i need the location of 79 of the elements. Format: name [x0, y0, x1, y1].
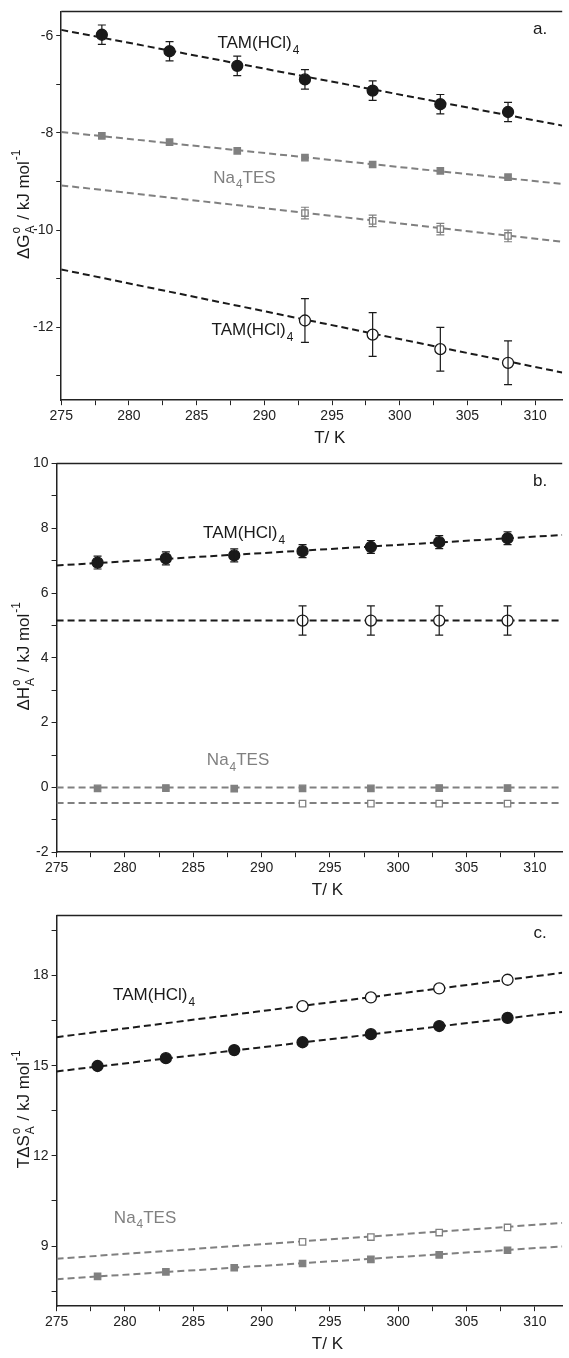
point	[162, 1268, 170, 1276]
point	[435, 1228, 444, 1237]
y-tick-label: -10	[33, 220, 54, 237]
point	[159, 1052, 173, 1065]
y-tick-label: 10	[32, 454, 49, 471]
point	[231, 59, 244, 72]
y-tick-label: 6	[40, 583, 49, 600]
point	[436, 166, 445, 175]
x-tick-label: 300	[388, 407, 412, 424]
text: a.	[533, 19, 548, 39]
point	[162, 784, 170, 792]
point	[501, 1011, 514, 1025]
y-tick-label: 8	[40, 519, 49, 536]
y-tick-label: -2	[36, 843, 49, 860]
x-tick-label: 295	[320, 407, 344, 424]
point	[503, 1246, 512, 1255]
y-tick-label: 18	[32, 966, 49, 983]
y-tick-label: 9	[40, 1236, 49, 1253]
y-tick-label: 2	[40, 713, 49, 730]
x-tick-label: 285	[181, 859, 206, 876]
x-tick-label: 275	[49, 407, 74, 424]
x-tick-label: 305	[454, 859, 479, 876]
point	[364, 1027, 378, 1041]
x-tick-label: 295	[318, 859, 342, 876]
x-tick-label: 275	[44, 859, 69, 876]
x-tick-label: 310	[523, 1313, 547, 1330]
y-axis-title: ΔHoA / kJ mol-1	[9, 601, 38, 711]
x-tick-label: 310	[523, 859, 547, 876]
x-tick-label: 305	[454, 1313, 479, 1330]
point	[433, 1019, 446, 1033]
point	[296, 1000, 309, 1013]
point	[233, 147, 242, 155]
y-tick-label: -8	[40, 123, 54, 140]
x-tick-label: 290	[252, 407, 277, 424]
y-tick-label: 15	[32, 1056, 49, 1073]
point	[435, 799, 444, 808]
x-tick-label: 285	[184, 407, 209, 424]
point	[228, 1043, 241, 1057]
y-tick-label: -12	[33, 318, 54, 335]
point	[504, 173, 512, 181]
y-tick-label: 12	[32, 1146, 49, 1163]
point	[435, 1250, 444, 1259]
point	[165, 138, 174, 146]
point	[364, 991, 378, 1004]
point	[367, 1255, 375, 1264]
x-tick-label: 290	[249, 859, 274, 876]
point	[230, 784, 239, 793]
x-tick-label: 300	[386, 1313, 411, 1330]
x-axis-title: T/ K	[311, 879, 344, 899]
point	[296, 1036, 309, 1049]
point	[433, 982, 446, 995]
x-tick-label: 280	[117, 407, 141, 424]
x-tick-label: 290	[249, 1313, 274, 1330]
x-tick-label: 305	[455, 407, 480, 424]
point	[91, 1059, 104, 1073]
x-tick-label: 280	[113, 859, 137, 876]
text: c.	[533, 923, 547, 943]
point	[230, 1263, 239, 1272]
point	[301, 153, 309, 162]
point	[367, 1233, 375, 1241]
y-tick-label: -6	[40, 26, 54, 43]
point	[367, 799, 375, 808]
y-tick-label: 4	[40, 648, 49, 665]
x-tick-label: 275	[44, 1313, 69, 1330]
x-tick-label: 295	[318, 1313, 342, 1330]
x-axis-title: T/ K	[314, 427, 346, 447]
x-axis-title: T/ K	[311, 1333, 344, 1353]
text: b.	[533, 471, 548, 491]
x-tick-label: 285	[181, 1313, 206, 1330]
point	[501, 973, 514, 986]
point	[298, 1238, 307, 1246]
point	[367, 784, 375, 793]
point	[98, 131, 106, 140]
x-tick-label: 310	[523, 407, 548, 424]
point	[503, 784, 512, 792]
x-tick-label: 300	[386, 859, 411, 876]
x-tick-label: 280	[113, 1313, 137, 1330]
point	[435, 784, 444, 792]
y-tick-label: 0	[40, 778, 49, 795]
